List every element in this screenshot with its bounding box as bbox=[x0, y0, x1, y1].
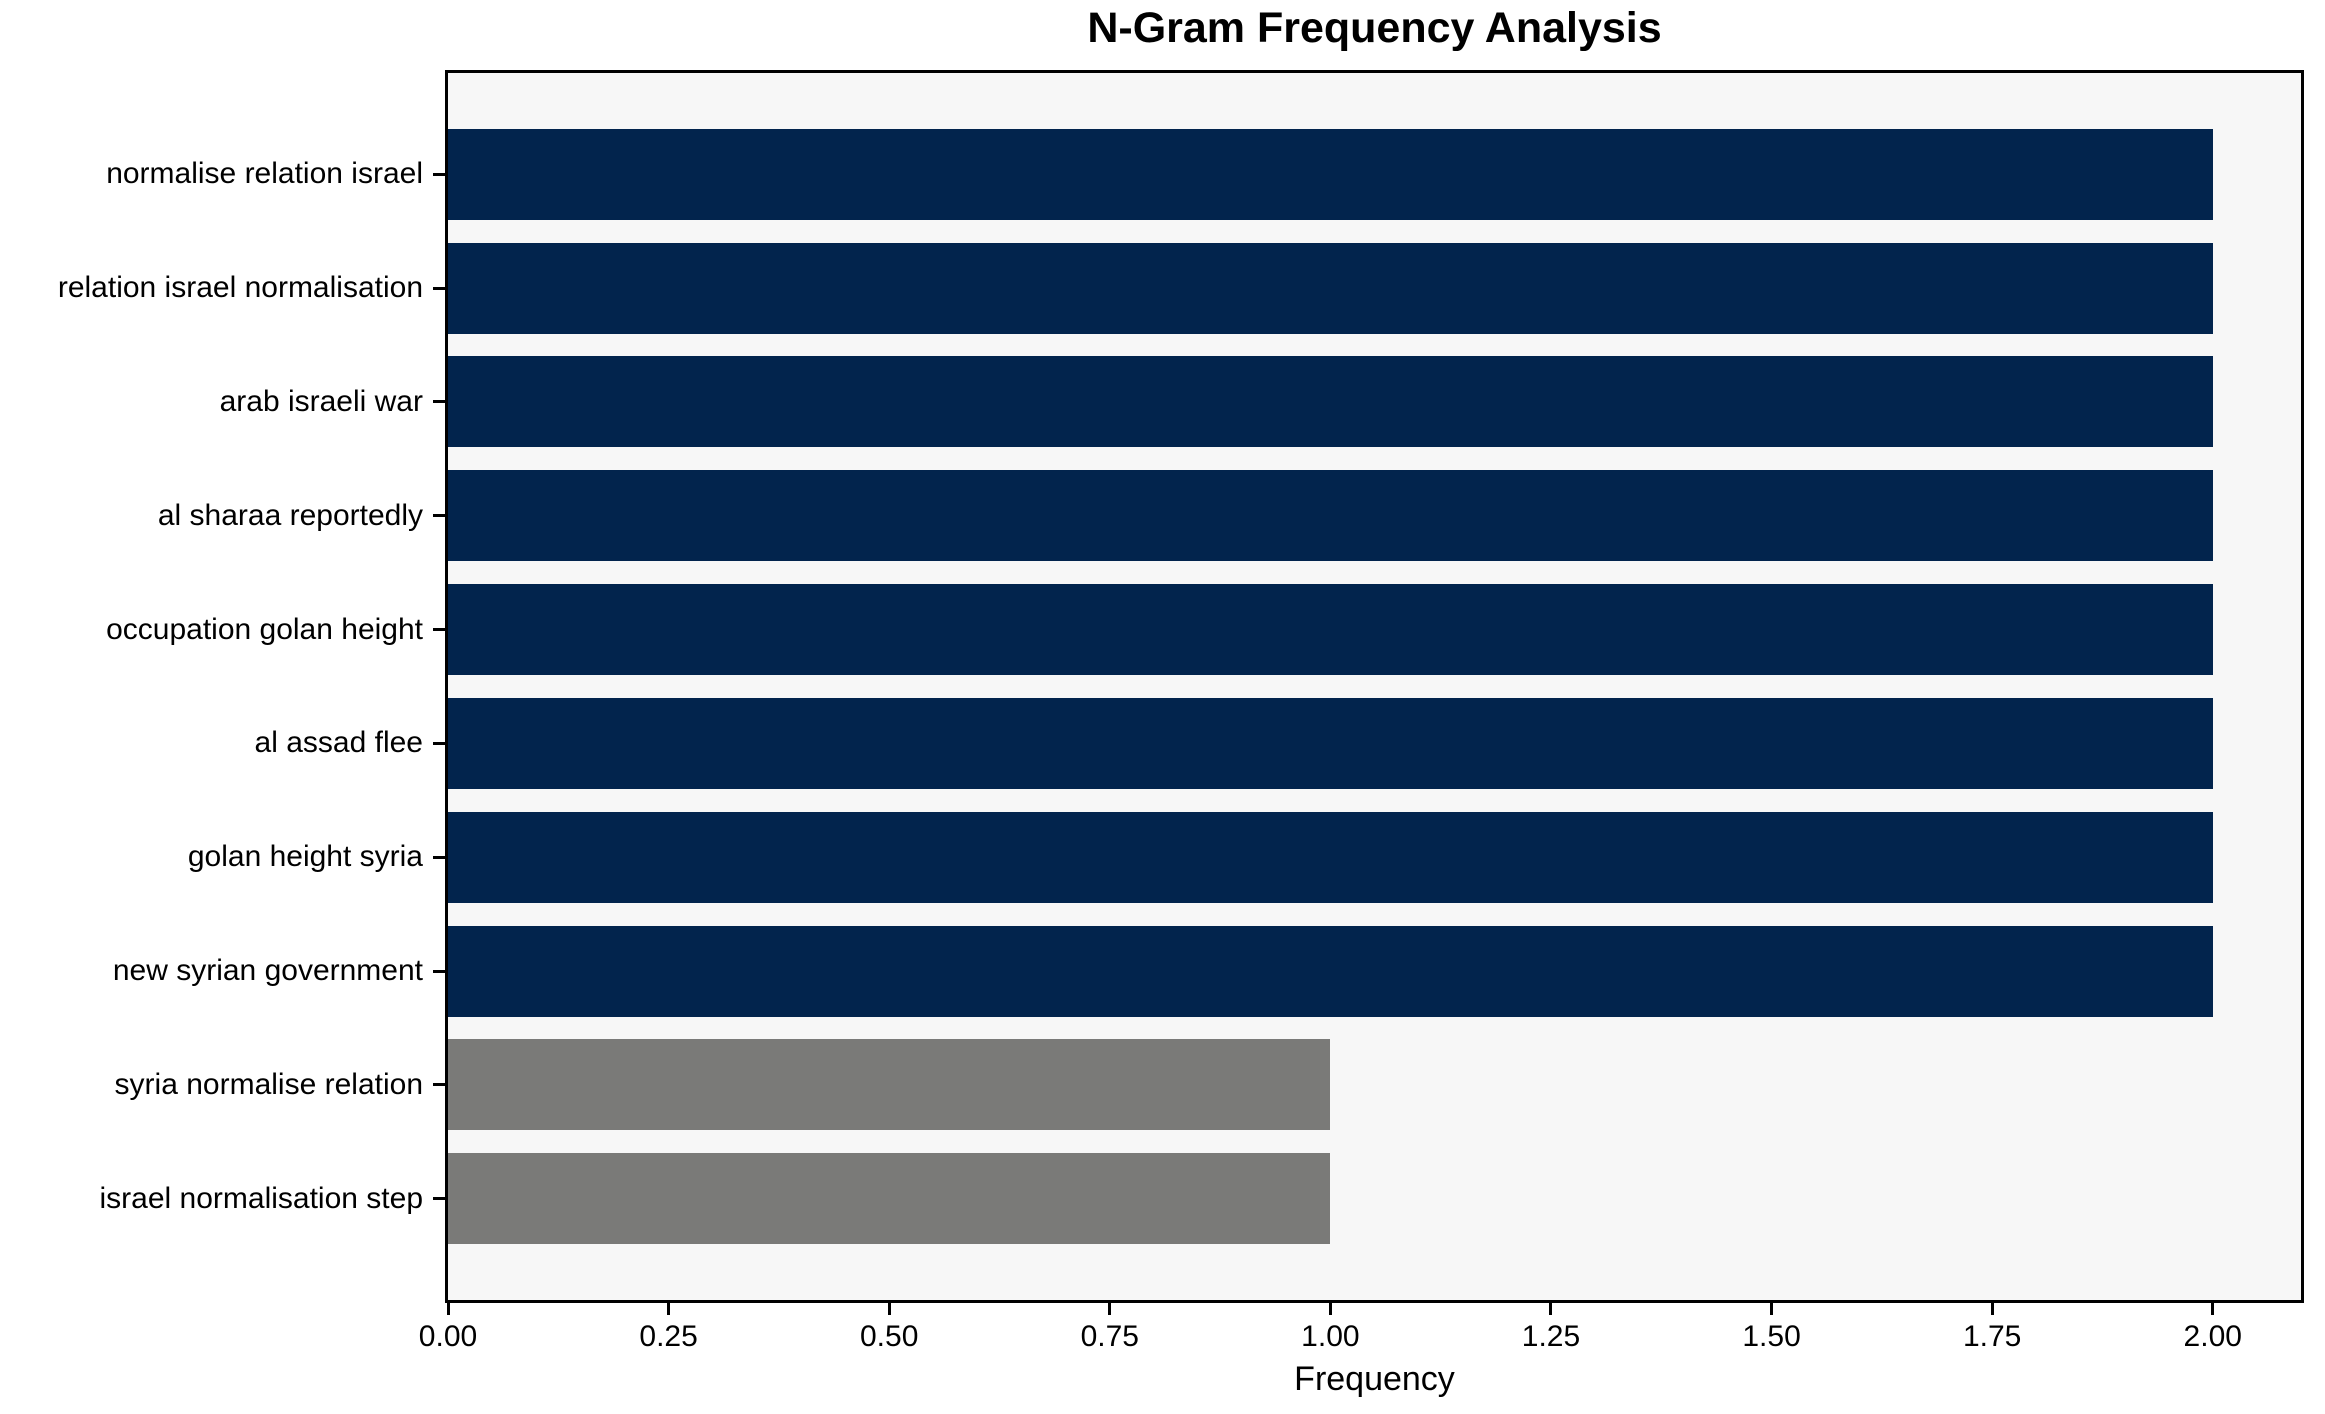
y-tick-mark bbox=[433, 1197, 445, 1201]
x-tick-mark bbox=[887, 1303, 891, 1315]
y-tick-mark bbox=[433, 628, 445, 632]
bar bbox=[448, 584, 2213, 676]
x-tick-label: 0.25 bbox=[639, 1320, 698, 1353]
x-tick-label: 0.75 bbox=[1080, 1320, 1139, 1353]
x-tick-label: 1.00 bbox=[1301, 1320, 1360, 1353]
y-tick-mark bbox=[433, 1083, 445, 1087]
x-tick-label: 0.50 bbox=[859, 1320, 919, 1353]
y-tick-label: normalise relation israel bbox=[106, 157, 423, 191]
y-tick-label: syria normalise relation bbox=[114, 1067, 423, 1101]
x-tick-mark bbox=[1990, 1303, 1994, 1315]
bar bbox=[448, 470, 2213, 562]
x-tick-mark bbox=[667, 1303, 671, 1315]
y-tick-mark bbox=[433, 514, 445, 518]
y-tick-mark bbox=[433, 172, 445, 176]
y-tick-label: new syrian government bbox=[112, 954, 423, 988]
x-tick-mark bbox=[1328, 1303, 1332, 1315]
y-tick-mark bbox=[433, 741, 445, 745]
x-axis-label: Frequency bbox=[1294, 1360, 1455, 1398]
x-tick-mark bbox=[1108, 1303, 1112, 1315]
bar bbox=[448, 242, 2213, 334]
y-tick-label: israel normalisation step bbox=[99, 1181, 423, 1215]
plot-area bbox=[445, 70, 2304, 1303]
y-tick-label: arab israeli war bbox=[219, 384, 423, 418]
bar bbox=[448, 697, 2213, 789]
x-tick-label: 0.00 bbox=[418, 1320, 478, 1353]
chart-title: N-Gram Frequency Analysis bbox=[1087, 4, 1662, 52]
x-tick-mark bbox=[1770, 1303, 1774, 1315]
y-tick-mark bbox=[433, 286, 445, 290]
x-tick-mark bbox=[2211, 1303, 2215, 1315]
x-tick-mark bbox=[1549, 1303, 1553, 1315]
bar bbox=[448, 925, 2213, 1017]
y-tick-label: relation israel normalisation bbox=[57, 271, 423, 305]
y-tick-label: occupation golan height bbox=[106, 612, 423, 646]
x-tick-label: 1.75 bbox=[1962, 1320, 2022, 1353]
x-tick-label: 1.25 bbox=[1521, 1320, 1581, 1353]
y-tick-mark bbox=[433, 400, 445, 404]
bar bbox=[448, 1153, 1331, 1245]
bar bbox=[448, 811, 2213, 903]
y-tick-mark bbox=[433, 855, 445, 859]
y-tick-label: golan height syria bbox=[187, 840, 423, 874]
x-tick-mark bbox=[446, 1303, 450, 1315]
y-tick-mark bbox=[433, 969, 445, 973]
x-tick-label: 2.00 bbox=[2183, 1320, 2242, 1353]
y-tick-label: al assad flee bbox=[254, 726, 423, 760]
y-tick-label: al sharaa reportedly bbox=[157, 498, 423, 532]
bar bbox=[448, 356, 2213, 448]
x-tick-label: 1.50 bbox=[1742, 1320, 1801, 1353]
bar bbox=[448, 1039, 1331, 1131]
bar bbox=[448, 128, 2213, 220]
